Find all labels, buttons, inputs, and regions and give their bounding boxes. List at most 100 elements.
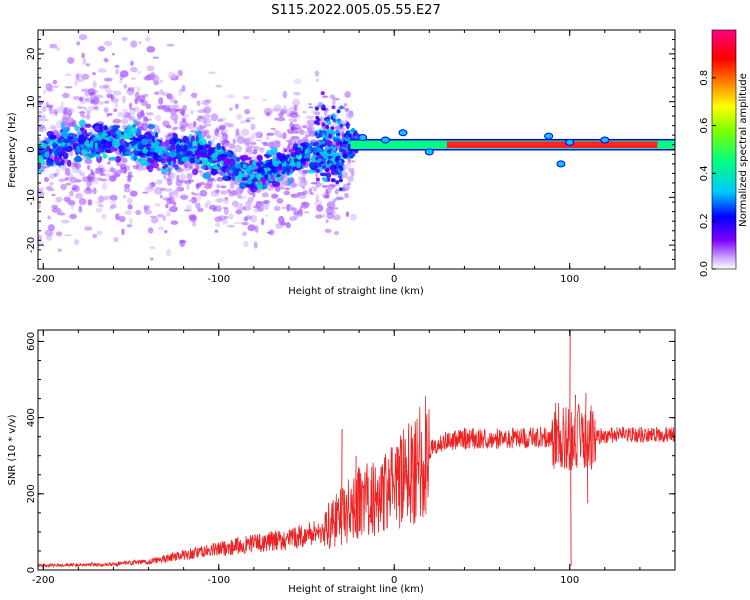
spectrum-blob <box>127 204 133 210</box>
spectrum-blob <box>246 117 251 120</box>
spectrum-blob <box>176 147 181 155</box>
spectrum-blob <box>80 149 88 154</box>
spectrum-blob <box>333 230 340 236</box>
spectrum-blob <box>98 195 105 203</box>
spectrum-blob <box>173 193 180 198</box>
spectrum-blob <box>317 163 322 168</box>
colorbar-tick-label: 0.6 <box>699 118 710 134</box>
spectrum-blob <box>122 194 127 199</box>
spectrum-blob <box>344 192 349 199</box>
spectrum-blob <box>354 135 359 140</box>
spectrum-blob <box>103 58 108 62</box>
spectrum-blob <box>208 71 217 75</box>
spectrum-blob <box>332 147 337 152</box>
spectrum-blob <box>146 45 156 53</box>
spectrum-blob <box>327 150 332 155</box>
spectrum-blob <box>107 161 111 165</box>
spectrum-blob <box>274 117 278 121</box>
spectrum-blob <box>347 168 355 171</box>
spectrum-blob <box>245 119 251 123</box>
spectrum-blob <box>135 209 142 216</box>
carrier-feature <box>358 134 368 142</box>
spectrum-blob <box>167 168 172 173</box>
spectrum-blob <box>244 215 253 220</box>
spectrum-blob <box>295 139 303 142</box>
carrier-feature <box>556 160 566 168</box>
carrier-feature <box>380 136 390 144</box>
spectrum-blob <box>241 154 249 160</box>
spectrum-blob <box>332 114 337 119</box>
spectrum-blob <box>289 168 294 175</box>
spectrum-blob <box>326 201 336 209</box>
spectrum-blob <box>256 173 262 180</box>
spectrum-blob <box>109 145 116 153</box>
spectrum-blob <box>324 139 333 147</box>
spectrum-blob <box>166 248 171 257</box>
spectrum-blob <box>188 214 197 222</box>
spectrum-blob <box>347 175 354 183</box>
spectrum-blob <box>74 79 78 87</box>
spectrum-blob <box>262 141 268 147</box>
spectrum-blob <box>226 224 236 228</box>
spectrum-blob <box>238 178 243 183</box>
spectrum-blob <box>174 109 179 112</box>
spectrum-blob <box>86 109 91 115</box>
spectrum-blob <box>103 195 109 201</box>
spectrum-blob <box>143 204 151 210</box>
spectrum-blob <box>194 130 203 136</box>
carrier-feature <box>600 136 610 144</box>
spectrum-blob <box>331 130 336 135</box>
spectrum-blob <box>305 157 311 162</box>
spectrum-blob <box>315 177 320 182</box>
spec-y-tick-label: 20 <box>26 48 37 61</box>
spectrum-blob <box>212 135 218 141</box>
spectrum-blob <box>245 146 253 153</box>
spectrum-blob <box>146 151 152 156</box>
spectrum-blob <box>187 179 194 183</box>
spectrum-blob <box>100 178 108 182</box>
spectrum-blob <box>211 155 219 161</box>
spectrum-blob <box>278 153 287 161</box>
spectrum-blob <box>253 241 258 249</box>
spectrum-blob <box>241 221 249 226</box>
spectrum-blob <box>276 175 281 183</box>
spectrum-blob <box>189 157 196 164</box>
spectrum-blob <box>323 178 328 183</box>
spectrum-blob <box>308 187 313 194</box>
snr-y-tick-label: 0 <box>26 567 37 573</box>
spectrum-blob <box>310 181 318 185</box>
spectrum-blob <box>263 107 273 116</box>
spectrum-blob <box>97 45 106 52</box>
spectrum-blob <box>188 199 194 203</box>
snr-spike <box>341 429 343 517</box>
spectrum-blob <box>57 137 63 144</box>
spectrum-blob <box>291 207 297 212</box>
spectrum-blob <box>196 118 200 121</box>
spectrum-blob <box>331 99 336 105</box>
spectrum-blob <box>325 172 332 179</box>
spectrum-blob <box>81 52 85 59</box>
spectrum-blob <box>343 103 348 107</box>
spectrum-blob <box>111 140 121 148</box>
spectrum-blob <box>302 190 309 195</box>
spectrum-blob <box>271 180 281 188</box>
spectrum-blob <box>214 205 222 212</box>
spec-y-tick-label: -10 <box>26 189 37 205</box>
spectrum-blob <box>168 191 174 199</box>
snr-y-tick-label: 200 <box>26 484 37 503</box>
spectrum-blob <box>236 113 243 120</box>
spectrum-blob <box>279 220 287 226</box>
spectrum-blob <box>119 138 125 146</box>
spectrum-blob <box>60 164 67 171</box>
spectrum-blob <box>268 229 275 236</box>
snr-series-line <box>38 396 675 569</box>
spectrum-blob <box>283 190 291 196</box>
spectrum-blob <box>323 109 328 117</box>
spectrum-blob <box>159 194 163 199</box>
spectrum-blob <box>306 119 316 127</box>
spectrum-blob <box>128 126 138 134</box>
spectrum-blob <box>156 167 161 171</box>
spectrum-blob <box>179 173 187 181</box>
spectrum-blob <box>332 214 341 221</box>
spectrum-blob <box>78 34 88 41</box>
